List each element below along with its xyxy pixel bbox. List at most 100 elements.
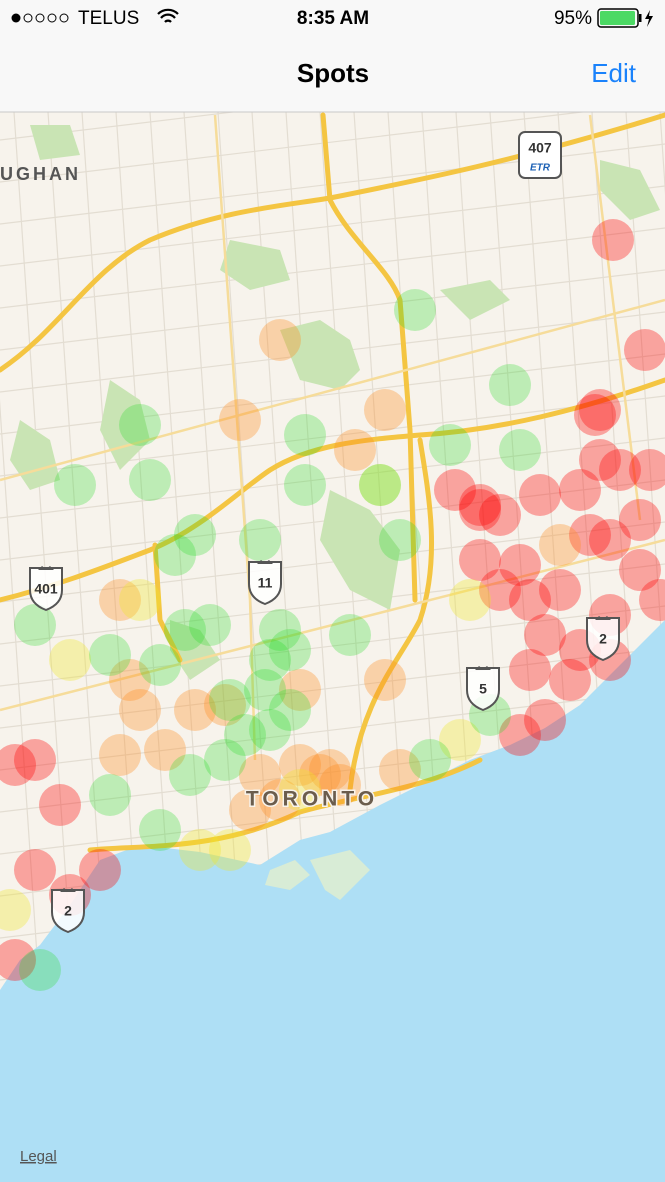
spot[interactable] [319,764,361,806]
spot[interactable] [89,774,131,816]
spot[interactable] [54,464,96,506]
spot[interactable] [524,614,566,656]
spot[interactable] [519,474,561,516]
spot[interactable] [204,739,246,781]
spot[interactable] [449,579,491,621]
spot[interactable] [269,689,311,731]
spot[interactable] [579,389,621,431]
spot[interactable] [209,829,251,871]
spot[interactable] [164,609,206,651]
spot[interactable] [489,364,531,406]
spot[interactable] [224,714,266,756]
spot[interactable] [249,709,291,751]
spot[interactable] [479,494,521,536]
spot[interactable] [0,889,31,931]
spot[interactable] [39,784,81,826]
spot[interactable] [559,469,601,511]
spot[interactable] [99,579,141,621]
spot[interactable] [509,649,551,691]
spot[interactable] [239,519,281,561]
spot[interactable] [0,744,36,786]
spot[interactable] [0,939,36,981]
spot[interactable] [624,329,665,371]
spot[interactable] [229,789,271,831]
spot[interactable] [599,449,641,491]
spot[interactable] [144,729,186,771]
spot[interactable] [334,429,376,471]
spot[interactable] [49,639,91,681]
spot[interactable] [219,399,261,441]
spot[interactable] [79,849,121,891]
spot[interactable] [119,579,161,621]
spot[interactable] [259,609,301,651]
spot[interactable] [119,689,161,731]
spot[interactable] [574,394,616,436]
spot[interactable] [279,744,321,786]
spot[interactable] [439,719,481,761]
spot[interactable] [14,739,56,781]
spot[interactable] [619,499,661,541]
spot[interactable] [592,219,634,261]
spot[interactable] [109,659,151,701]
spot[interactable] [364,389,406,431]
spot[interactable] [509,579,551,621]
spot[interactable] [499,714,541,756]
spot[interactable] [409,739,451,781]
spot[interactable] [189,604,231,646]
legal-link[interactable]: Legal [20,1148,57,1165]
spot[interactable] [139,644,181,686]
spot[interactable] [499,544,541,586]
spot[interactable] [119,404,161,446]
spot[interactable] [169,754,211,796]
spot[interactable] [394,289,436,331]
spot[interactable] [299,754,341,796]
spot[interactable] [174,689,216,731]
spot[interactable] [549,659,591,701]
spot[interactable] [429,424,471,466]
spot[interactable] [329,614,371,656]
spot[interactable] [244,669,286,711]
spot[interactable] [434,469,476,511]
spot[interactable] [269,629,311,671]
spot[interactable] [284,464,326,506]
spot[interactable] [99,734,141,776]
spot[interactable] [539,569,581,611]
spot[interactable] [129,459,171,501]
spot[interactable] [359,464,401,506]
spot[interactable] [459,489,501,531]
spot[interactable] [589,519,631,561]
spot[interactable] [14,604,56,646]
spot[interactable] [569,514,611,556]
spot[interactable] [249,639,291,681]
spot[interactable] [259,779,301,821]
spot[interactable] [239,754,281,796]
spot[interactable] [209,679,251,721]
spot[interactable] [364,659,406,701]
spot[interactable] [379,519,421,561]
spot[interactable] [19,949,61,991]
spot[interactable] [309,749,351,791]
spot[interactable] [479,569,521,611]
spot[interactable] [629,449,665,491]
spot[interactable] [279,669,321,711]
spot[interactable] [459,484,501,526]
spot[interactable] [524,699,566,741]
spot[interactable] [619,549,661,591]
spot[interactable] [459,539,501,581]
spot[interactable] [539,524,581,566]
spot[interactable] [89,634,131,676]
spot[interactable] [174,514,216,556]
spot[interactable] [359,464,401,506]
spot[interactable] [179,829,221,871]
spot[interactable] [499,429,541,471]
spot[interactable] [259,319,301,361]
spot[interactable] [139,809,181,851]
spot[interactable] [279,769,321,811]
spot[interactable] [379,749,421,791]
spot[interactable] [639,579,665,621]
edit-button[interactable]: Edit [591,58,637,88]
spot[interactable] [204,684,246,726]
spot[interactable] [284,414,326,456]
spot[interactable] [14,849,56,891]
spot[interactable] [579,439,621,481]
